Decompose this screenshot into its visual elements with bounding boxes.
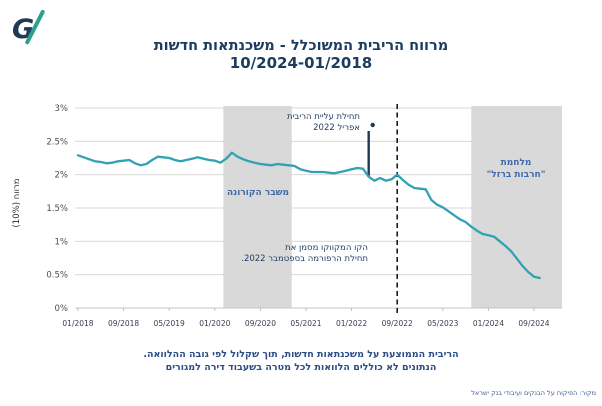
chart-title: מרווח הריבית המשוכלל - משכנתאות חדשות 10… xyxy=(0,38,602,72)
margin-line xyxy=(76,151,541,280)
x-tick-label: 09/2018 xyxy=(108,319,139,328)
footnote-line2: הנתונים לא כוללים הלוואות לכל מטרה בשעבו… xyxy=(165,362,437,374)
annotation-reform-line2: תחילת הרפורמה בספטמבר 2022. xyxy=(241,254,368,265)
y-tick-label: 2.5% xyxy=(46,137,68,147)
annotation-rate-rise-line1: תחילת עליית הריבית xyxy=(286,112,360,122)
x-tick-label: 09/2024 xyxy=(518,319,549,328)
annotation-covid-band-label: משבר הקורונה xyxy=(226,188,290,198)
x-tick-label: 05/2023 xyxy=(427,319,458,328)
y-tick-label: 0.5% xyxy=(46,271,68,281)
annotation-reform-note: הקו המקווקו מסמן את תחילת הרפורמה בספטמב… xyxy=(178,243,368,266)
chart-title-daterange: 10/2024-01/2018 xyxy=(229,54,373,73)
x-tick-label: 01/2024 xyxy=(473,319,504,328)
y-tick-label: 3% xyxy=(55,104,69,114)
footnote-line1: הריבית הממוצעת על משכנתאות חדשות, תוך שק… xyxy=(143,349,459,360)
y-tick-label: 2% xyxy=(55,171,69,181)
x-tick-label: 05/2019 xyxy=(154,319,185,328)
rate-rise-bullet-icon xyxy=(370,122,375,128)
x-tick-label: 09/2020 xyxy=(245,319,276,328)
annotation-rate-rise-line2: אפריל 2022 xyxy=(313,123,360,134)
annotation-war-line1: מלחמת xyxy=(500,158,532,168)
x-tick-label: 01/2022 xyxy=(336,319,367,328)
covid-band xyxy=(223,106,292,308)
annotation-war-line2: "חרבות ברזל" xyxy=(486,169,546,180)
margin-line-chart: 3% 2.5% 2% 1.5% 1% 0.5% 0% 01/2018 09/2018 05/201… xyxy=(46,104,562,328)
war-band xyxy=(471,106,562,308)
annotation-reform-line1: הקו המקווקו מסמן את xyxy=(285,243,368,253)
y-tick-label: 1.5% xyxy=(46,204,68,214)
y-axis-title: מרווח (10%) xyxy=(12,178,22,228)
x-tick-label: 01/2020 xyxy=(199,319,230,328)
x-tick-label: 05/2021 xyxy=(290,319,321,328)
chart-title-text: מרווח הריבית המשוכלל - משכנתאות חדשות xyxy=(153,38,449,54)
source-credit: מקור: הפיקוח על הבנקים ועיבודי בנק ישראל xyxy=(471,389,596,397)
globes-logo: G xyxy=(10,6,50,50)
annotation-war-band-label: מלחמת "חרבות ברזל" xyxy=(466,158,566,181)
x-tick-label: 09/2022 xyxy=(382,319,413,328)
x-tick-label: 01/2018 xyxy=(62,319,93,328)
footnote: הריבית הממוצעת על משכנתאות חדשות, תוך שק… xyxy=(0,348,602,375)
y-tick-label: 1% xyxy=(55,237,69,247)
y-tick-label: 0% xyxy=(55,304,69,314)
annotation-rate-rise: תחילת עליית הריבית אפריל 2022 xyxy=(200,112,360,135)
